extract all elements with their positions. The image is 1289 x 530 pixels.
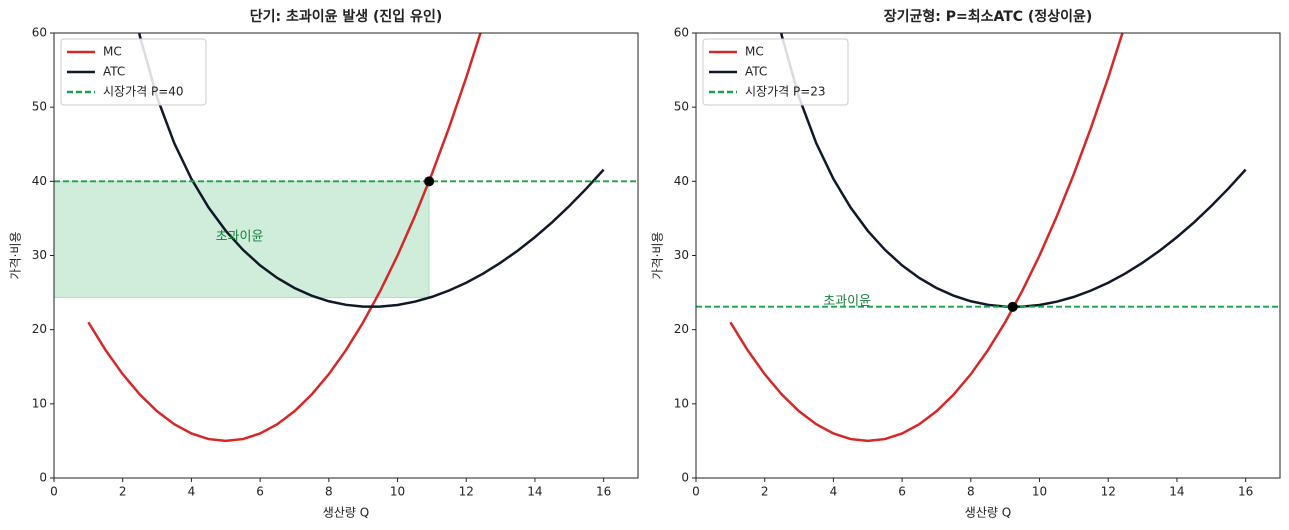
axes-frame [695, 32, 1281, 479]
x-tick-label: 14 [527, 485, 542, 499]
y-tick-label: 50 [674, 100, 689, 114]
plot-area [54, 33, 638, 443]
y-tick-label: 60 [674, 26, 689, 40]
y-tick-label: 20 [32, 322, 47, 336]
legend-label: ATC [745, 65, 767, 79]
y-axis-label: 가격·비용 [651, 232, 665, 280]
y-tick-label: 30 [32, 248, 47, 262]
x-tick-label: 6 [256, 485, 264, 499]
annotation: 초과이윤 [823, 294, 871, 309]
y-tick-label: 10 [32, 396, 47, 410]
equilibrium-point [424, 176, 435, 187]
x-tick-label: 4 [830, 485, 838, 499]
x-tick-label: 10 [390, 485, 405, 499]
chart-title: 장기균형: P=최소ATC (정상이윤) [884, 8, 1093, 25]
legend-label: 시장가격 P=40 [103, 85, 184, 99]
legend-label: ATC [103, 65, 125, 79]
equilibrium-point [1007, 301, 1018, 312]
profit-area [54, 180, 430, 299]
curve-mc [729, 33, 1124, 443]
y-axis-label: 가격·비용 [9, 232, 23, 280]
x-tick-label: 4 [188, 485, 196, 499]
x-axis-label: 생산량 Q [965, 506, 1011, 520]
legend-box [702, 38, 849, 106]
y-tick-label: 40 [32, 174, 47, 188]
x-tick-label: 12 [1101, 485, 1116, 499]
x-axis-label: 생산량 Q [323, 506, 369, 520]
y-tick-label: 10 [674, 396, 689, 410]
x-tick-label: 8 [967, 485, 975, 499]
chart-title: 단기: 초과이윤 발생 (진입 유인) [250, 8, 442, 25]
plot-area [696, 33, 1280, 443]
x-tick-label: 0 [50, 485, 58, 499]
y-tick-label: 20 [674, 322, 689, 336]
x-tick-label: 8 [325, 485, 333, 499]
y-tick-label: 0 [39, 471, 47, 485]
x-tick-label: 14 [1169, 485, 1184, 499]
curve-atc [137, 33, 605, 308]
x-tick-label: 10 [1032, 485, 1047, 499]
axes-frame [53, 32, 639, 479]
curve-mc [87, 33, 482, 443]
legend-label: MC [745, 45, 764, 59]
y-tick-label: 40 [674, 174, 689, 188]
y-tick-label: 50 [32, 100, 47, 114]
x-tick-label: 2 [119, 485, 127, 499]
y-tick-label: 60 [32, 26, 47, 40]
x-tick-label: 16 [1238, 485, 1253, 499]
legend-box [60, 38, 207, 106]
x-tick-label: 6 [898, 485, 906, 499]
y-tick-label: 30 [674, 248, 689, 262]
x-tick-label: 16 [596, 485, 611, 499]
legend-label: 시장가격 P=23 [745, 85, 826, 99]
x-tick-label: 12 [459, 485, 474, 499]
y-tick-label: 0 [681, 471, 689, 485]
x-tick-label: 2 [761, 485, 769, 499]
legend-label: MC [103, 45, 122, 59]
annotation: 초과이윤 [216, 229, 264, 244]
x-tick-label: 0 [692, 485, 700, 499]
